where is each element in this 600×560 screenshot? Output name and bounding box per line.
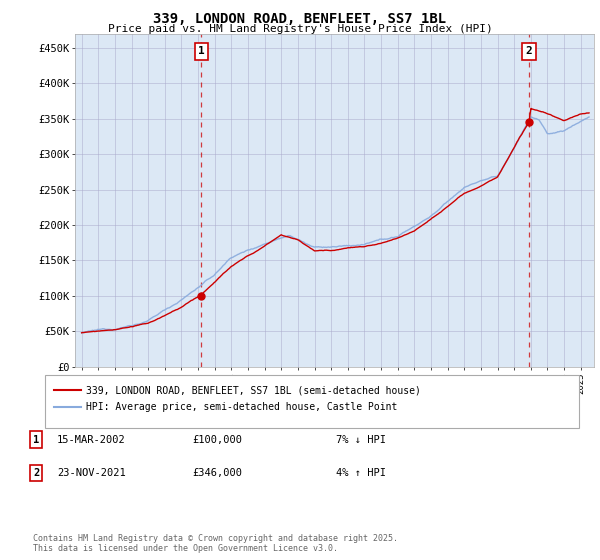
Text: 2: 2 — [33, 468, 39, 478]
Text: 7% ↓ HPI: 7% ↓ HPI — [336, 435, 386, 445]
Text: £100,000: £100,000 — [192, 435, 242, 445]
Text: 1: 1 — [33, 435, 39, 445]
Text: 23-NOV-2021: 23-NOV-2021 — [57, 468, 126, 478]
Text: 4% ↑ HPI: 4% ↑ HPI — [336, 468, 386, 478]
Text: Contains HM Land Registry data © Crown copyright and database right 2025.
This d: Contains HM Land Registry data © Crown c… — [33, 534, 398, 553]
Text: 1: 1 — [198, 46, 205, 57]
Text: £346,000: £346,000 — [192, 468, 242, 478]
Text: Price paid vs. HM Land Registry's House Price Index (HPI): Price paid vs. HM Land Registry's House … — [107, 24, 493, 34]
Text: HPI: Average price, semi-detached house, Castle Point: HPI: Average price, semi-detached house,… — [86, 402, 397, 412]
Text: 339, LONDON ROAD, BENFLEET, SS7 1BL: 339, LONDON ROAD, BENFLEET, SS7 1BL — [154, 12, 446, 26]
Text: 339, LONDON ROAD, BENFLEET, SS7 1BL (semi-detached house): 339, LONDON ROAD, BENFLEET, SS7 1BL (sem… — [86, 385, 421, 395]
Text: 15-MAR-2002: 15-MAR-2002 — [57, 435, 126, 445]
Text: 2: 2 — [526, 46, 533, 57]
